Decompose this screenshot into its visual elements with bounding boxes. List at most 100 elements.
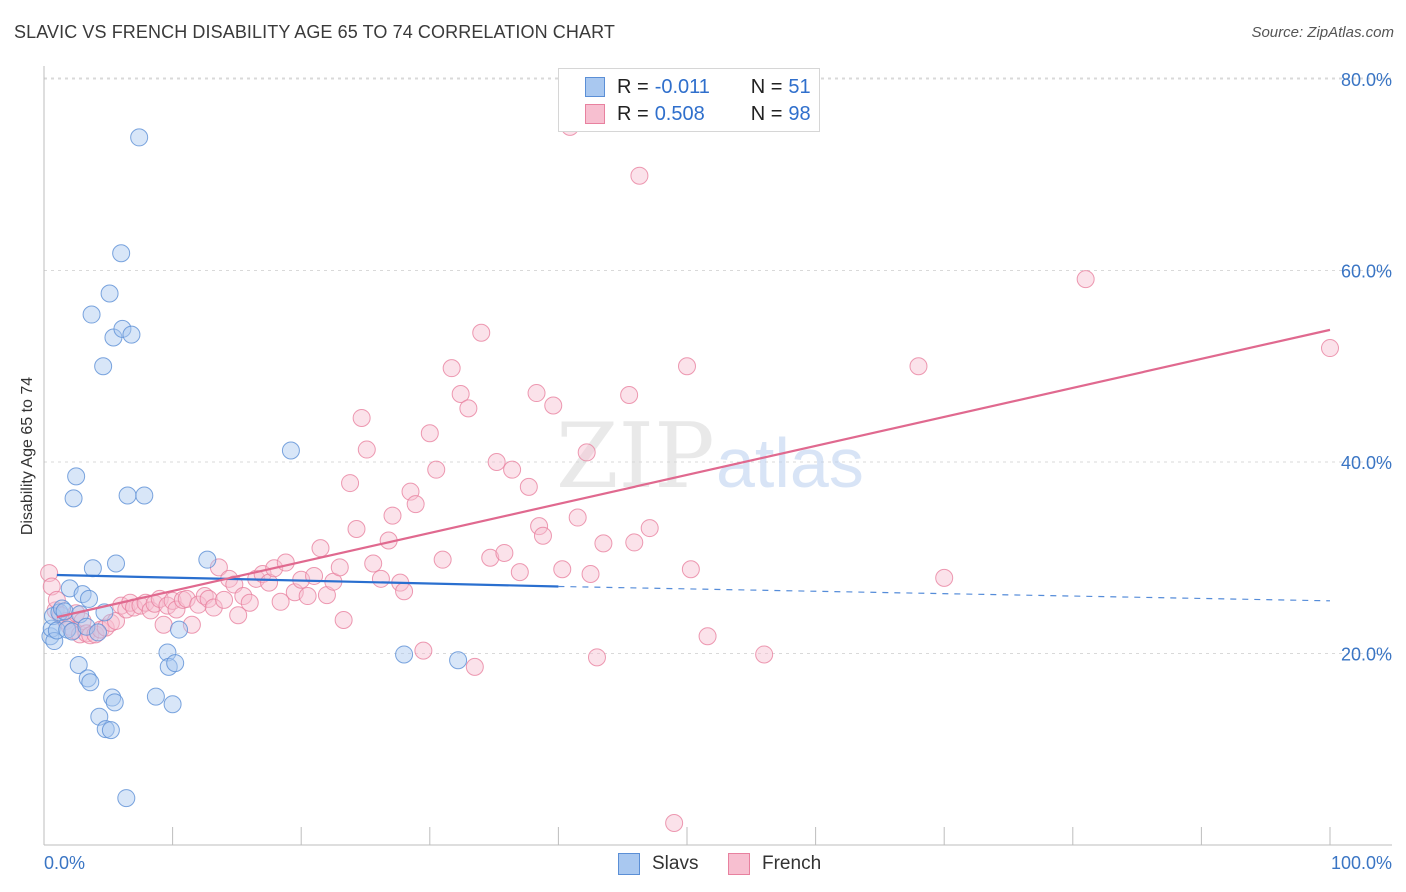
- axes: [43, 66, 1392, 846]
- slavs-point: [198, 550, 217, 569]
- y-tick-label: 20.0%: [1341, 645, 1392, 665]
- french-point: [581, 565, 600, 584]
- french-point: [451, 385, 470, 404]
- french-r-value: 0.508: [654, 102, 705, 125]
- legend-row-french: R = 0.508 N = 98: [585, 102, 811, 126]
- french-point: [755, 645, 774, 664]
- french-legend-label: French: [762, 853, 822, 874]
- french-point: [371, 569, 390, 588]
- french-point: [481, 548, 500, 567]
- french-point: [427, 460, 446, 479]
- french-r-label: R =: [617, 102, 649, 125]
- french-point: [510, 563, 529, 582]
- slavs-point: [100, 284, 119, 303]
- slavs-point: [395, 645, 414, 664]
- french-point: [383, 506, 402, 525]
- french-point: [414, 641, 433, 660]
- slavs-point: [170, 620, 189, 639]
- bottom-legend-slavs: Slavs: [618, 852, 698, 876]
- slavs-points: [41, 128, 468, 808]
- french-legend-swatch: [728, 853, 750, 875]
- french-point: [533, 526, 552, 545]
- y-tick-label: 40.0%: [1341, 453, 1392, 473]
- french-point: [260, 573, 279, 592]
- slavs-point: [69, 655, 88, 674]
- french-point: [158, 596, 177, 615]
- x-tick-label: 100.0%: [1331, 853, 1392, 873]
- french-point: [1321, 339, 1339, 358]
- french-point: [1076, 270, 1095, 289]
- slavs-trend-line: [56, 573, 559, 588]
- slavs-point: [82, 305, 101, 324]
- slavs-point: [67, 467, 86, 486]
- french-point: [640, 519, 659, 538]
- french-point: [527, 384, 546, 403]
- slavs-point: [96, 720, 115, 739]
- slavs-legend-swatch: [618, 853, 640, 875]
- french-point: [568, 508, 587, 527]
- slavs-n-value: 51: [788, 75, 811, 98]
- french-point: [620, 385, 639, 404]
- slavs-point: [81, 673, 100, 692]
- slavs-point: [64, 489, 83, 508]
- french-point: [271, 592, 290, 611]
- french-point: [276, 553, 295, 572]
- gridlines: [44, 77, 1392, 654]
- french-n-value: 98: [788, 102, 811, 125]
- slavs-trend-extension: [558, 585, 1331, 602]
- french-point: [577, 443, 596, 462]
- slavs-point: [77, 617, 96, 636]
- slavs-point: [83, 559, 102, 578]
- french-point: [352, 408, 371, 427]
- french-point: [665, 813, 684, 832]
- slavs-r-value: -0.011: [654, 75, 710, 98]
- french-point: [40, 564, 59, 583]
- legend-row-slavs: R = -0.011 N = 51: [585, 75, 811, 99]
- chart-title: SLAVIC VS FRENCH DISABILITY AGE 65 TO 74…: [14, 22, 615, 42]
- slavs-point: [112, 244, 131, 263]
- slavs-point: [94, 357, 113, 376]
- french-point: [625, 533, 644, 552]
- y-tick-label: 60.0%: [1341, 262, 1392, 282]
- french-n-label: N =: [750, 102, 783, 125]
- french-point: [459, 399, 478, 418]
- slavs-point: [118, 486, 137, 505]
- y-tick-label: 80.0%: [1341, 70, 1392, 90]
- slavs-point: [89, 623, 108, 642]
- french-trend-line: [56, 328, 1331, 619]
- french-point: [594, 534, 613, 553]
- french-point: [357, 440, 376, 459]
- slavs-point: [80, 589, 99, 608]
- slavs-point: [107, 554, 126, 573]
- slavs-point: [130, 128, 149, 147]
- french-swatch: [585, 104, 605, 124]
- french-point: [698, 627, 717, 646]
- slavs-point: [281, 441, 300, 460]
- french-point: [587, 648, 606, 667]
- french-point: [341, 474, 360, 493]
- slavs-point: [105, 693, 124, 712]
- french-point: [298, 587, 317, 606]
- french-point: [204, 598, 223, 617]
- slavs-point: [101, 721, 120, 740]
- french-point: [935, 568, 954, 587]
- slavs-point: [113, 319, 132, 338]
- slavs-swatch: [585, 77, 605, 97]
- french-point: [364, 554, 383, 573]
- french-point: [487, 453, 506, 471]
- french-point: [395, 582, 414, 601]
- trend-lines: [56, 328, 1331, 619]
- french-point: [465, 657, 484, 676]
- french-point: [420, 424, 439, 443]
- french-point: [433, 550, 452, 569]
- correlation-legend: R = -0.011 N = 51 R = 0.508 N = 98: [558, 68, 820, 132]
- french-point: [503, 460, 522, 479]
- french-point: [334, 610, 353, 629]
- french-point: [442, 359, 461, 378]
- slavs-point: [135, 486, 154, 505]
- french-point: [311, 539, 330, 558]
- slavs-point: [122, 325, 141, 344]
- french-point: [177, 589, 196, 608]
- slavs-point: [449, 651, 468, 670]
